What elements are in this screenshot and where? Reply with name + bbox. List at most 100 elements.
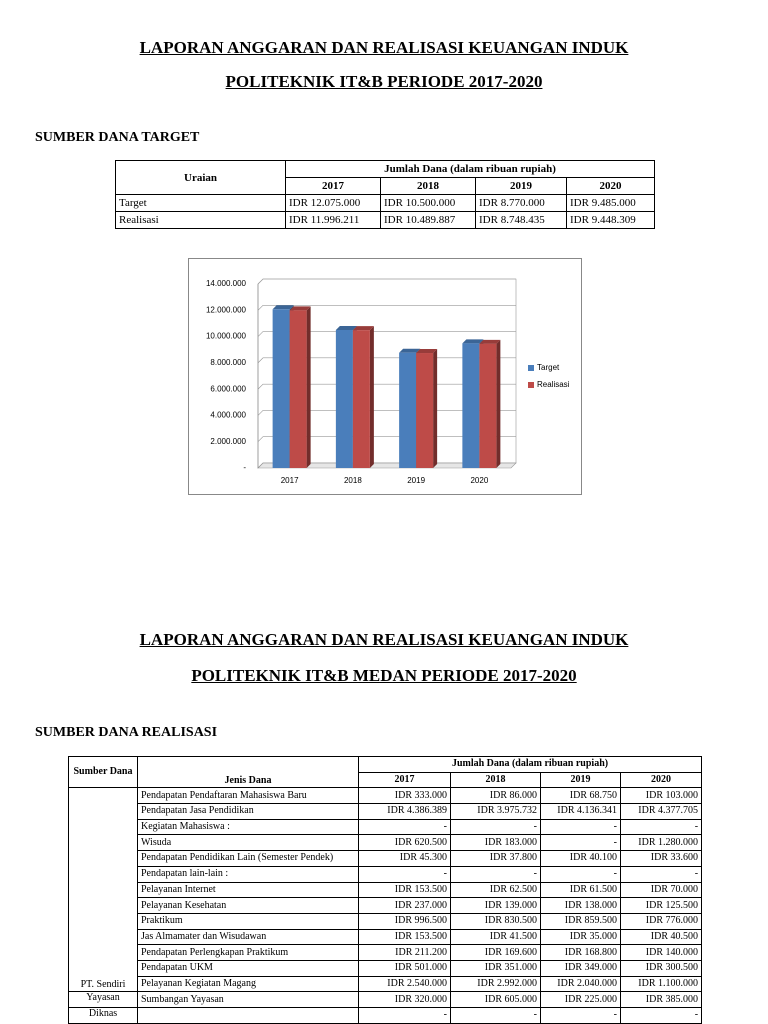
- cell: Kegiatan Mahasiswa :: [137, 818, 359, 836]
- cell: IDR 320.000: [358, 991, 451, 1008]
- y-tick-label: 12.000.000: [206, 305, 247, 314]
- cell: Pendapatan Pendidikan Lain (Semester Pen…: [137, 850, 359, 867]
- legend-label: Realisasi: [537, 380, 570, 389]
- source-cell: Diknas: [68, 1007, 138, 1024]
- cell: IDR 9.485.000: [565, 194, 656, 212]
- cell: IDR 996.500: [358, 912, 451, 930]
- header-cell: Jumlah Dana (dalam ribuan rupiah): [357, 756, 703, 773]
- cell: IDR 8.748.435: [475, 211, 567, 229]
- cell: IDR 41.500: [450, 928, 541, 946]
- bar-top: [462, 339, 484, 344]
- cell: -: [540, 818, 621, 836]
- cell: -: [540, 834, 621, 852]
- cell: [137, 1007, 359, 1024]
- bar-top: [352, 326, 374, 331]
- y-tick-label: 8.000.000: [210, 358, 246, 367]
- cell: IDR 830.500: [450, 912, 541, 930]
- cell: IDR 11.996.211: [285, 211, 381, 229]
- data-row: Kegiatan Mahasiswa :----: [69, 818, 703, 836]
- cell: IDR 40.500: [619, 928, 703, 946]
- title: LAPORAN ANGGARAN DAN REALISASI KEUANGAN …: [139, 38, 629, 57]
- cell: -: [358, 1007, 451, 1024]
- cell: Pendapatan UKM: [137, 959, 359, 977]
- cell: -: [619, 818, 703, 836]
- subtitle: SUMBER DANA REALISASI: [35, 725, 218, 740]
- x-tick-label: 2020: [470, 476, 488, 485]
- cell: IDR 2.040.000: [540, 975, 621, 993]
- bar-side: [433, 349, 438, 468]
- year-cell: 2018: [380, 177, 476, 195]
- grid-line: [257, 304, 516, 311]
- cell: IDR 2.992.000: [450, 975, 541, 993]
- cell: Sumbangan Yayasan: [137, 991, 359, 1008]
- data-row: Realisasi IDR 11.996.211 IDR 10.489.887 IDR…: [115, 211, 656, 229]
- cell: IDR 153.500: [358, 928, 451, 946]
- cell: -: [450, 1007, 541, 1024]
- target-table: Uraian Jumlah Dana (dalam ribuan rupiah) 2…: [115, 160, 656, 229]
- cell: IDR 125.500: [619, 897, 703, 914]
- header-cell: Sumber Dana: [68, 755, 138, 789]
- bar-side: [306, 306, 311, 468]
- data-row: Yayasan Sumbangan Yayasan IDR 320.000 IDR 6…: [68, 991, 703, 1008]
- cell: Pelayanan Kegiatan Magang: [137, 975, 359, 993]
- data-row: Pendapatan UKM IDR 501.000 IDR 351.000 IDR …: [69, 959, 703, 977]
- cell: IDR 1.280.000: [619, 834, 703, 852]
- cell: IDR 62.500: [450, 881, 541, 899]
- cell: -: [540, 865, 621, 883]
- cell: IDR 2.540.000: [358, 975, 451, 993]
- cell: -: [358, 865, 451, 883]
- cell: IDR 1.100.000: [619, 975, 703, 993]
- bar-side: [496, 339, 501, 468]
- cell: -: [540, 1007, 621, 1024]
- cell: Wisuda: [137, 834, 359, 852]
- cell: IDR 501.000: [358, 959, 451, 977]
- cell: IDR 10.500.000: [380, 194, 476, 212]
- cell: IDR 168.800: [540, 944, 621, 961]
- cell: IDR 10.489.887: [380, 211, 476, 229]
- cell: Pendapatan lain-lain :: [137, 865, 359, 883]
- cell: IDR 61.500: [540, 881, 621, 899]
- data-row: Pelayanan Kesehatan IDR 237.000 IDR 139.00…: [69, 897, 703, 914]
- cell: IDR 153.500: [358, 881, 451, 899]
- cell: IDR 859.500: [540, 912, 621, 930]
- year-cell: 2020: [619, 771, 703, 789]
- bar: [272, 309, 290, 468]
- bar-top: [479, 339, 501, 344]
- realisasi-table: Sumber Dana Jenis Dana Jumlah Dana (dalam …: [68, 755, 703, 1024]
- cell: IDR 33.600: [619, 850, 703, 867]
- y-tick-label: 14.000.000: [206, 279, 247, 288]
- header-cell: Jenis Dana: [137, 755, 359, 789]
- cell: IDR 211.200: [358, 944, 451, 961]
- cell: IDR 37.800: [450, 850, 541, 867]
- y-tick-label: -: [243, 463, 246, 472]
- data-row: Pendapatan Perlengkapan Praktikum IDR 211…: [69, 944, 703, 961]
- cell: -: [450, 818, 541, 836]
- data-row: Pelayanan Internet IDR 153.500 IDR 62.500 I…: [69, 881, 703, 899]
- cell: IDR 35.000: [540, 928, 621, 946]
- cell: IDR 140.000: [619, 944, 703, 961]
- legend-swatch: [528, 365, 534, 371]
- data-row: Pendapatan Pendidikan Lain (Semester Pen…: [69, 850, 703, 867]
- cell: IDR 333.000: [358, 787, 451, 805]
- cell: -: [358, 818, 451, 836]
- data-row: Pendapatan lain-lain :----: [69, 865, 703, 883]
- cell: IDR 349.000: [540, 959, 621, 977]
- cell: IDR 4.136.341: [540, 803, 621, 820]
- title: POLITEKNIK IT&B PERIODE 2017-2020: [225, 72, 543, 91]
- legend-label: Target: [537, 363, 560, 372]
- data-row: Wisuda IDR 620.500 IDR 183.000- IDR 1.280.0…: [69, 834, 703, 852]
- year-cell: 2017: [358, 771, 451, 789]
- cell: IDR 300.500: [619, 959, 703, 977]
- grid-line: [257, 331, 516, 337]
- bar-top: [335, 326, 357, 330]
- year-cell: 2018: [450, 771, 541, 789]
- data-row: PT. Sendiri Pendapatan Pendaftaran Mahasi…: [68, 787, 703, 993]
- cell: IDR 103.000: [619, 787, 703, 805]
- bar: [462, 343, 480, 468]
- x-tick-label: 2018: [344, 476, 362, 485]
- grid-line: [257, 278, 516, 285]
- data-row: Pelayanan Kegiatan Magang IDR 2.540.000 ID…: [69, 975, 703, 993]
- cell: -: [450, 865, 541, 883]
- cell: IDR 4.386.389: [358, 803, 451, 820]
